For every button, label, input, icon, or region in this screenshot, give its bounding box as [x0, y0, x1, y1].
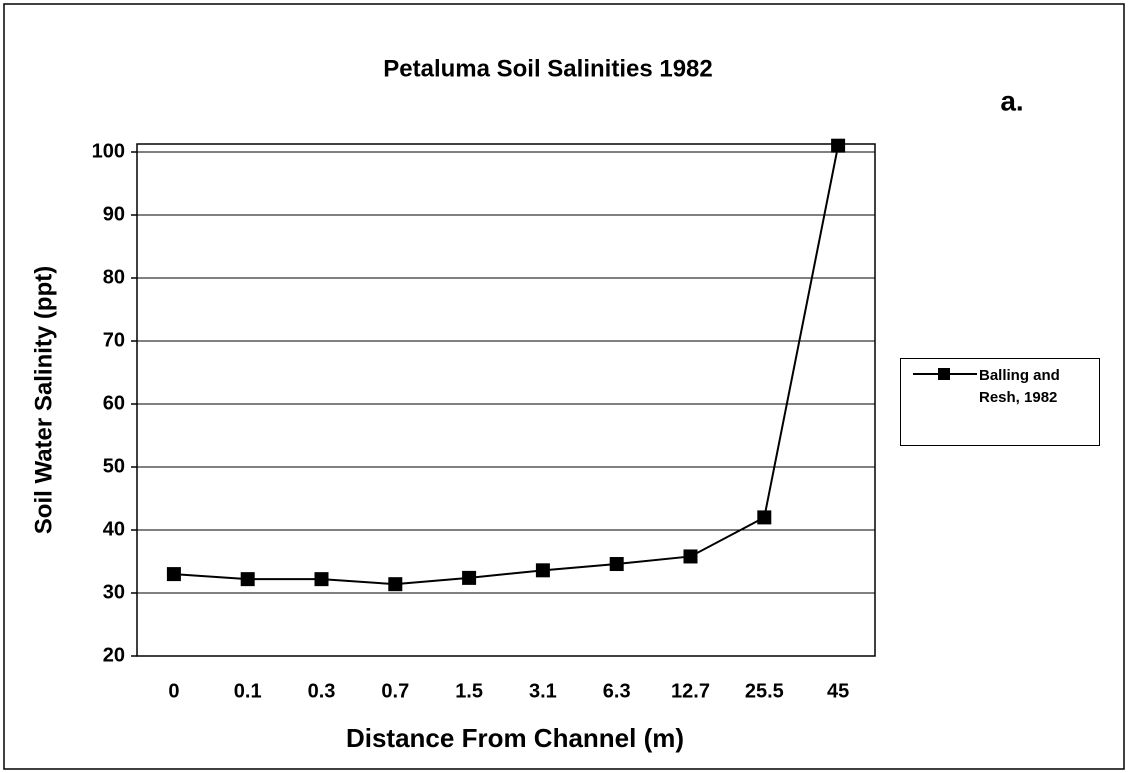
frame: [3, 3, 1125, 770]
chart-title: Petaluma Soil Salinities 1982: [383, 55, 712, 82]
y-tick-label: 30: [103, 581, 125, 603]
data-point: [314, 572, 329, 587]
y-tick-label: 100: [92, 140, 125, 162]
data-point: [535, 563, 550, 578]
x-tick-label: 6.3: [603, 680, 631, 702]
x-axis-title: Distance From Channel (m): [346, 723, 684, 753]
y-tick-label: 70: [103, 329, 125, 351]
x-tick-label: 0.7: [381, 680, 409, 702]
annotation: a.: [1000, 85, 1023, 116]
y-tick-label: 50: [103, 455, 125, 477]
x-tick-label: 3.1: [529, 680, 557, 702]
y-tick-label: 40: [103, 518, 125, 540]
y-tick-label: 80: [103, 266, 125, 288]
data-point: [831, 138, 846, 153]
data-point: [388, 577, 403, 592]
data-point: [166, 567, 181, 582]
data-point: [462, 570, 477, 585]
x-tick-label: 0: [168, 680, 179, 702]
data-point: [757, 510, 772, 525]
data-point: [683, 549, 698, 564]
y-tick-label: 60: [103, 392, 125, 414]
series-line: [173, 145, 840, 586]
data-point: [240, 572, 255, 587]
x-tick-label: 45: [827, 680, 849, 702]
y-axis-title: Soil Water Salinity (ppt): [30, 266, 57, 534]
legend-swatch: [913, 368, 977, 380]
x-tick-label: 0.3: [308, 680, 336, 702]
y-tick-label: 20: [103, 644, 125, 666]
legend-label: Balling and Resh, 1982: [979, 367, 1060, 406]
x-tick-label: 25.5: [745, 680, 784, 702]
x-tick-label: 12.7: [671, 680, 710, 702]
x-tick-label: 0.1: [234, 680, 262, 702]
data-point: [609, 557, 624, 572]
legend: Balling and Resh, 1982: [900, 358, 1100, 446]
x-tick-label: 1.5: [455, 680, 483, 702]
y-tick-label: 90: [103, 203, 125, 225]
